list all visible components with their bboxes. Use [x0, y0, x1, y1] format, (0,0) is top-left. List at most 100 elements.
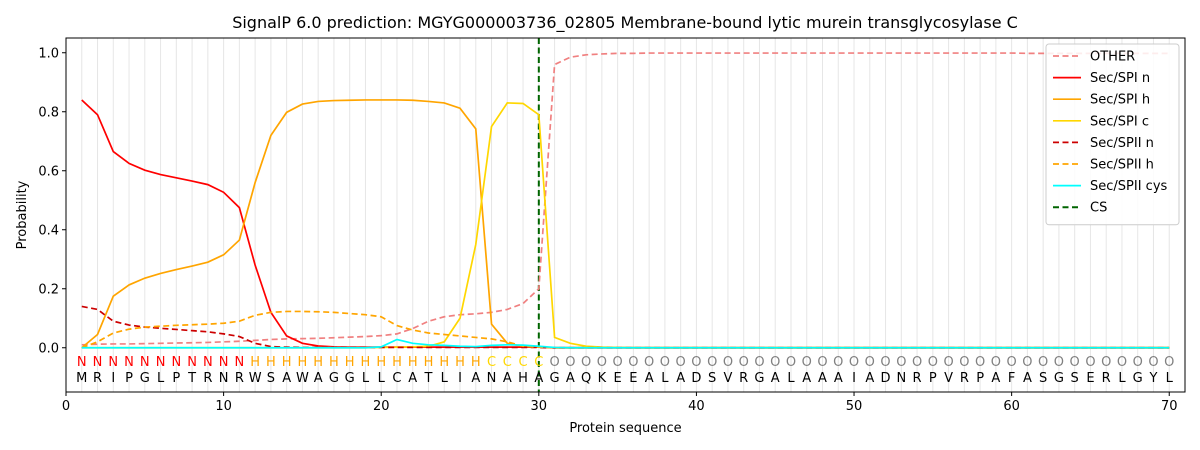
residue-letter: G	[1133, 371, 1143, 386]
legend-box	[1045, 43, 1180, 226]
residue-letter: T	[424, 371, 433, 386]
region-label: N	[108, 355, 118, 370]
residue-letter: P	[929, 371, 937, 386]
region-label: H	[298, 355, 308, 370]
y-axis-label: Probability	[15, 180, 30, 249]
x-tick-label: 10	[215, 399, 232, 414]
y-axis-ticks: 0.0 0.2 0.4 0.6 0.8 1.0	[38, 46, 66, 356]
residue-letter: I	[852, 371, 856, 386]
region-label: N	[156, 355, 166, 370]
residue-letter: G	[754, 371, 764, 386]
residue-letter: A	[771, 371, 780, 386]
residue-letter: L	[1118, 371, 1126, 386]
residue-letter: L	[441, 371, 449, 386]
residue-letter: R	[739, 371, 748, 386]
region-label: O	[896, 355, 906, 370]
residue-letter: A	[802, 371, 811, 386]
residue-letter: G	[550, 371, 560, 386]
residue-letter: G	[1054, 371, 1064, 386]
residue-letter: A	[503, 371, 512, 386]
series-lines	[81, 52, 1170, 349]
residue-letter: I	[458, 371, 462, 386]
residue-letter: Q	[581, 371, 591, 386]
region-label: H	[250, 355, 260, 370]
region-label: O	[943, 355, 953, 370]
x-tick-label: 40	[688, 399, 705, 414]
region-label: H	[392, 355, 402, 370]
region-label: O	[849, 355, 859, 370]
legend-label: Sec/SPI h	[1090, 93, 1150, 108]
region-label: N	[219, 355, 229, 370]
residue-letter: V	[723, 371, 732, 386]
legend: OTHER Sec/SPI n Sec/SPI h Sec/SPI c Sec/SPII…	[1045, 43, 1180, 226]
region-label: H	[329, 355, 339, 370]
region-label: N	[234, 355, 244, 370]
region-label: O	[707, 355, 717, 370]
residue-letter: A	[471, 371, 480, 386]
region-label: H	[376, 355, 386, 370]
region-label: N	[203, 355, 213, 370]
residue-letter: V	[944, 371, 953, 386]
region-label: O	[770, 355, 780, 370]
region-label: N	[77, 355, 87, 370]
sequence-annotation: NMNRNINPNGNLNPNTNRNNNRHWHSHAHWHAHGHGHLHL…	[76, 355, 1174, 386]
x-tick-label: 50	[846, 399, 863, 414]
region-label: O	[1164, 355, 1174, 370]
residue-letter: A	[834, 371, 843, 386]
residue-letter: G	[140, 371, 150, 386]
region-label: O	[912, 355, 922, 370]
residue-letter: L	[787, 371, 795, 386]
plot-frame	[65, 37, 1186, 393]
region-label: H	[345, 355, 355, 370]
y-tick-label: 0.8	[38, 105, 59, 120]
region-label: O	[975, 355, 985, 370]
region-label: N	[140, 355, 150, 370]
residue-letter: R	[203, 371, 212, 386]
residue-letter: Y	[1149, 371, 1158, 386]
residue-letter: P	[976, 371, 984, 386]
residue-letter: M	[76, 371, 87, 386]
residue-letter: K	[598, 371, 607, 386]
region-label: O	[1148, 355, 1158, 370]
region-label: O	[691, 355, 701, 370]
region-label: O	[597, 355, 607, 370]
residue-letter: A	[566, 371, 575, 386]
residue-letter: C	[392, 371, 401, 386]
x-axis-label: Protein sequence	[569, 421, 681, 436]
legend-label: Sec/SPI c	[1090, 114, 1149, 129]
residue-letter: A	[282, 371, 291, 386]
residue-letter: N	[487, 371, 497, 386]
region-label: H	[424, 355, 434, 370]
region-label: H	[471, 355, 481, 370]
region-label: H	[361, 355, 371, 370]
region-label: O	[1101, 355, 1111, 370]
region-label: O	[817, 355, 827, 370]
chart-title: SignalP 6.0 prediction: MGYG000003736_02…	[232, 13, 1018, 33]
residue-letter: A	[1023, 371, 1032, 386]
region-label: O	[1038, 355, 1048, 370]
residue-letter: R	[913, 371, 922, 386]
region-label: O	[754, 355, 764, 370]
region-label: N	[187, 355, 197, 370]
x-tick-label: 60	[1003, 399, 1020, 414]
region-label: O	[959, 355, 969, 370]
legend-label: Sec/SPI n	[1090, 71, 1150, 86]
residue-letter: A	[408, 371, 417, 386]
region-label: O	[549, 355, 559, 370]
legend-label: Sec/SPII n	[1090, 136, 1154, 151]
residue-letter: L	[362, 371, 370, 386]
residue-letter: R	[235, 371, 244, 386]
region-label: H	[266, 355, 276, 370]
y-tick-label: 0.0	[38, 341, 59, 356]
residue-letter: G	[345, 371, 355, 386]
residue-letter: A	[865, 371, 874, 386]
region-label: O	[928, 355, 938, 370]
x-tick-label: 20	[373, 399, 390, 414]
residue-letter: A	[991, 371, 1000, 386]
y-tick-label: 0.6	[38, 164, 59, 179]
y-tick-label: 1.0	[38, 46, 59, 61]
series-line-other	[81, 52, 1170, 346]
residue-letter: A	[818, 371, 827, 386]
residue-letter: A	[645, 371, 654, 386]
